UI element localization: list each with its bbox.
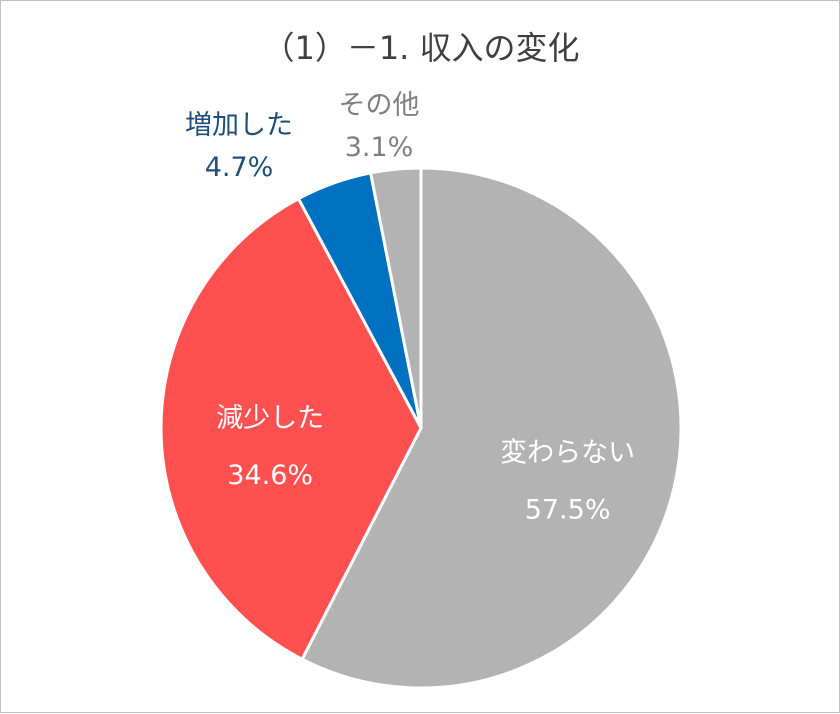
- chart-title: （1）－1. 収入の変化: [262, 29, 580, 67]
- slice-label-decreased: 減少した: [216, 403, 324, 434]
- slice-unchanged: [300, 166, 683, 690]
- slice-value-decreased: 34.6%: [227, 460, 313, 491]
- slice-label-other: その他: [339, 90, 420, 121]
- slice-label-increased: 増加した: [185, 110, 293, 141]
- slice-other: [369, 166, 423, 430]
- slice-value-increased: 4.7%: [205, 152, 274, 183]
- slice-value-unchanged: 57.5%: [525, 495, 611, 526]
- slice-decreased: [159, 197, 423, 661]
- slice-value-other: 3.1%: [345, 132, 414, 163]
- slice-label-unchanged: 変わらない: [500, 438, 635, 469]
